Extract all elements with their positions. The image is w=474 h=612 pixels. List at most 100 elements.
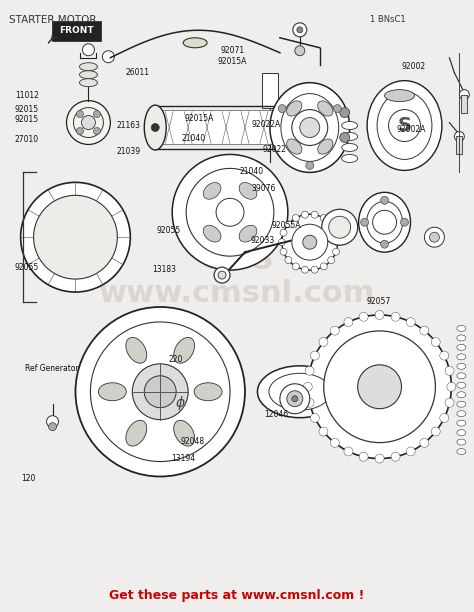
Text: 21039: 21039 (117, 147, 141, 156)
Ellipse shape (457, 335, 466, 341)
Circle shape (285, 256, 292, 264)
Circle shape (330, 438, 339, 447)
Circle shape (278, 239, 285, 245)
Circle shape (151, 124, 159, 132)
Ellipse shape (295, 99, 309, 106)
Circle shape (132, 364, 188, 420)
Text: 26011: 26011 (126, 69, 150, 77)
Text: 21163: 21163 (117, 122, 140, 130)
Ellipse shape (239, 182, 257, 200)
Text: 92022A: 92022A (251, 121, 281, 129)
Text: 12046: 12046 (264, 410, 289, 419)
Circle shape (292, 110, 328, 146)
Circle shape (295, 46, 305, 56)
Ellipse shape (457, 354, 466, 360)
Ellipse shape (126, 337, 147, 363)
Circle shape (310, 414, 319, 422)
Ellipse shape (342, 133, 358, 141)
Ellipse shape (126, 420, 147, 446)
Circle shape (301, 266, 309, 273)
Text: 92002: 92002 (401, 62, 426, 71)
Circle shape (301, 247, 308, 253)
Text: Get these parts at www.cmsnl.com !: Get these parts at www.cmsnl.com ! (109, 589, 365, 602)
Ellipse shape (99, 382, 127, 401)
Circle shape (144, 376, 176, 408)
Ellipse shape (239, 225, 257, 242)
Circle shape (73, 108, 103, 138)
Ellipse shape (342, 154, 358, 162)
Circle shape (459, 89, 469, 100)
Bar (262, 73, 278, 108)
Circle shape (333, 248, 339, 255)
Circle shape (420, 438, 429, 447)
Text: 92015: 92015 (15, 115, 39, 124)
Circle shape (282, 214, 337, 270)
Ellipse shape (457, 345, 466, 350)
Text: 120: 120 (21, 474, 36, 483)
Circle shape (93, 127, 100, 135)
Circle shape (373, 211, 397, 234)
Ellipse shape (80, 62, 98, 71)
Circle shape (82, 44, 94, 56)
Circle shape (340, 108, 350, 118)
Ellipse shape (269, 373, 331, 410)
Circle shape (319, 337, 328, 346)
Ellipse shape (457, 392, 466, 398)
Circle shape (292, 263, 299, 270)
Circle shape (46, 416, 58, 428)
Circle shape (320, 215, 327, 222)
Ellipse shape (203, 225, 221, 242)
Circle shape (322, 209, 358, 245)
Circle shape (375, 454, 384, 463)
Circle shape (447, 382, 456, 391)
Circle shape (391, 312, 400, 321)
Circle shape (324, 331, 436, 442)
Ellipse shape (270, 83, 350, 173)
Circle shape (48, 423, 56, 431)
Bar (456, 136, 462, 154)
Ellipse shape (457, 401, 466, 407)
Circle shape (359, 312, 368, 321)
Text: 92033: 92033 (250, 236, 274, 245)
Circle shape (297, 27, 303, 33)
Ellipse shape (173, 420, 195, 446)
Ellipse shape (80, 71, 98, 79)
Circle shape (406, 447, 415, 456)
Text: 92015A: 92015A (184, 114, 213, 122)
Text: 92015: 92015 (15, 105, 39, 114)
Ellipse shape (173, 337, 195, 363)
Circle shape (401, 218, 409, 226)
Circle shape (66, 100, 110, 144)
Text: 92055: 92055 (15, 263, 39, 272)
Ellipse shape (457, 382, 466, 388)
Circle shape (278, 105, 286, 113)
Ellipse shape (342, 122, 358, 130)
Ellipse shape (257, 366, 342, 417)
Circle shape (82, 116, 95, 130)
Circle shape (389, 110, 420, 141)
Text: S: S (398, 116, 411, 135)
Circle shape (280, 248, 287, 255)
Circle shape (292, 215, 299, 222)
Circle shape (445, 367, 454, 375)
Circle shape (333, 105, 341, 113)
Circle shape (328, 256, 335, 264)
Text: 92015A: 92015A (217, 58, 246, 67)
Circle shape (214, 267, 230, 283)
Ellipse shape (342, 143, 358, 151)
Circle shape (297, 108, 307, 118)
Circle shape (186, 168, 274, 256)
Circle shape (440, 414, 449, 422)
Circle shape (280, 384, 310, 414)
Ellipse shape (295, 89, 309, 96)
Circle shape (328, 221, 335, 228)
Circle shape (381, 240, 389, 248)
Bar (461, 95, 467, 113)
Ellipse shape (318, 139, 333, 154)
Circle shape (310, 351, 319, 360)
Circle shape (21, 182, 130, 292)
Circle shape (102, 51, 114, 62)
Ellipse shape (457, 364, 466, 369)
Circle shape (76, 111, 83, 118)
Circle shape (300, 118, 320, 138)
